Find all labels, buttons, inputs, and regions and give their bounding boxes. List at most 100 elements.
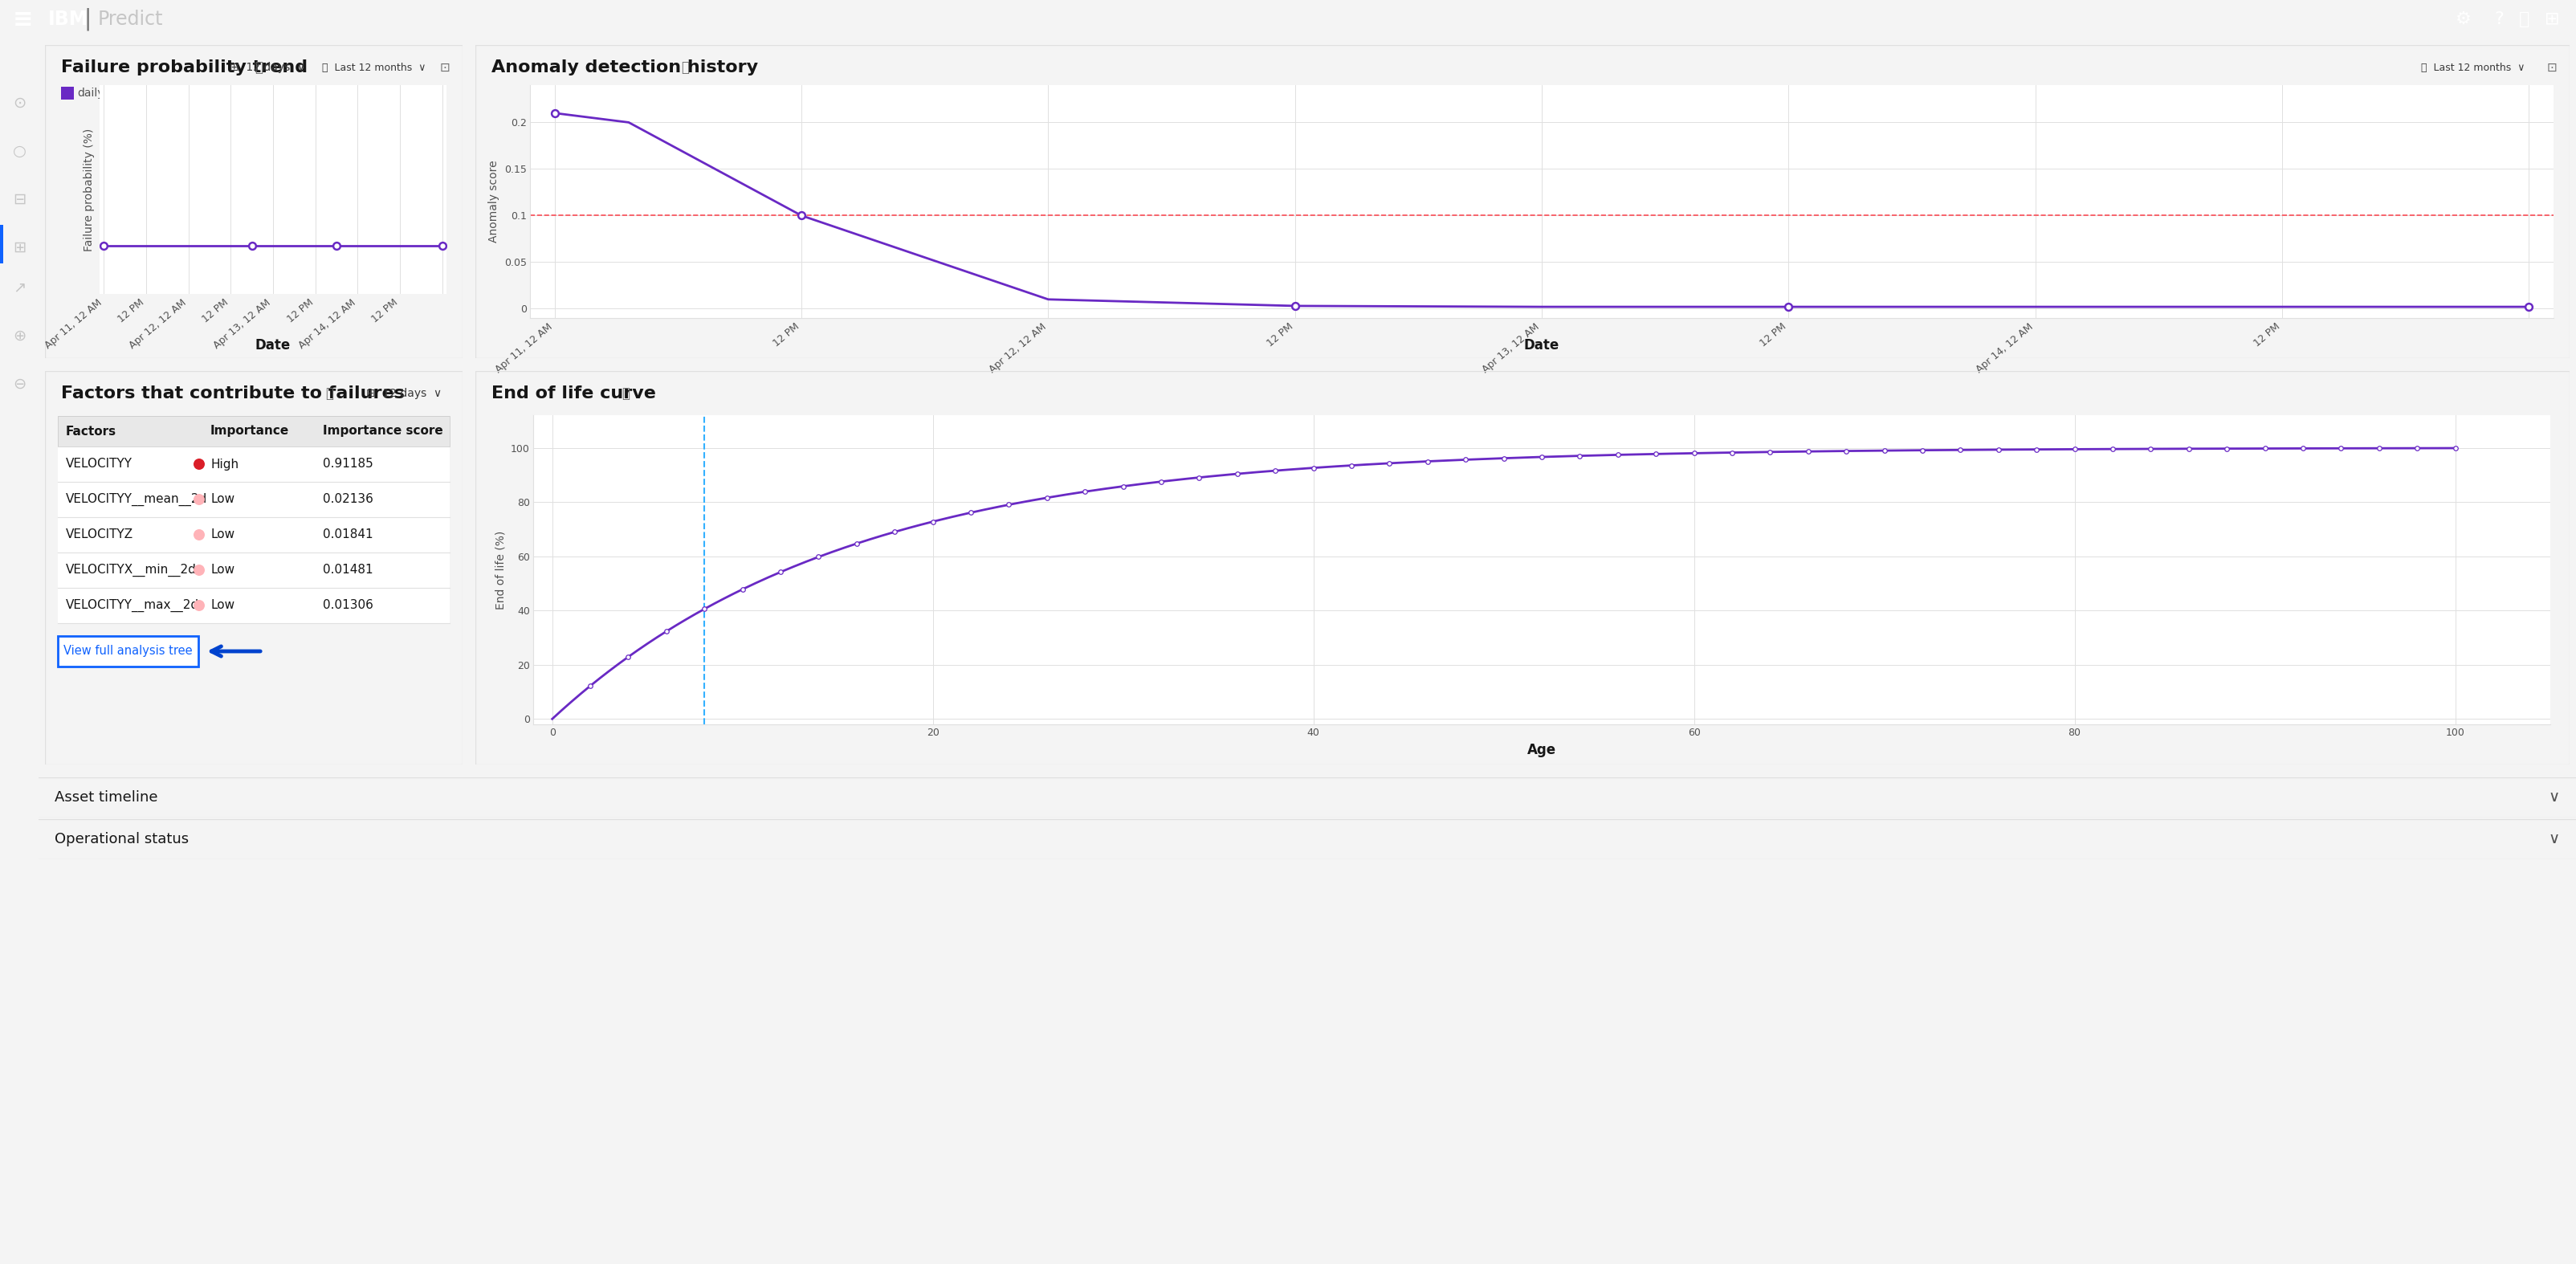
Point: [1406, 451, 1448, 471]
Bar: [57, 482, 451, 517]
Text: ⊞  12 days  ∨: ⊞ 12 days ∨: [229, 62, 304, 73]
Point: [1025, 488, 1066, 508]
Bar: [57, 446, 451, 482]
Point: [1749, 442, 1790, 463]
Point: [951, 503, 992, 523]
Text: Asset timeline: Asset timeline: [54, 790, 157, 805]
Text: ⊞: ⊞: [2545, 11, 2561, 28]
Point: [1255, 460, 1296, 480]
Text: ⊖: ⊖: [13, 377, 26, 392]
Text: ↗: ↗: [13, 279, 26, 295]
Text: ∨: ∨: [2548, 832, 2561, 847]
Point: [2321, 439, 2362, 459]
Point: [317, 235, 358, 255]
Point: [1710, 442, 1752, 463]
Bar: [57, 588, 451, 623]
Point: [1826, 441, 1868, 461]
Point: [1445, 450, 1486, 470]
Point: [1978, 440, 2020, 460]
Bar: [0, 225, 3, 263]
Point: [2205, 439, 2246, 459]
Point: [2092, 439, 2133, 459]
Text: |: |: [85, 8, 93, 30]
Point: [569, 676, 611, 696]
Text: Low: Low: [211, 528, 234, 541]
Point: [721, 579, 762, 599]
Text: VELOCITYX__min__2d: VELOCITYX__min__2d: [67, 564, 196, 576]
Text: 0.02136: 0.02136: [322, 493, 374, 506]
Point: [2434, 439, 2476, 459]
Point: [1674, 444, 1716, 464]
Circle shape: [193, 459, 204, 470]
Point: [2509, 297, 2550, 317]
Text: 0.91185: 0.91185: [322, 458, 374, 470]
Text: 0.01481: 0.01481: [322, 564, 374, 576]
Point: [2396, 439, 2437, 459]
Point: [1522, 447, 1564, 468]
Text: VELOCITYZ: VELOCITYZ: [67, 528, 134, 541]
Point: [1862, 440, 1904, 460]
Text: Date: Date: [1525, 337, 1558, 353]
Point: [1293, 458, 1334, 478]
Circle shape: [193, 494, 204, 506]
Text: daily_failure_probability...: daily_failure_probability...: [77, 87, 219, 99]
Text: ⊞  12 days  ∨: ⊞ 12 days ∨: [366, 388, 440, 399]
Text: 👤: 👤: [2519, 11, 2530, 28]
Text: Predict: Predict: [98, 10, 162, 29]
FancyBboxPatch shape: [57, 636, 198, 666]
Text: ≡: ≡: [13, 8, 33, 30]
Text: High: High: [211, 458, 240, 470]
Text: Low: Low: [211, 564, 234, 576]
Circle shape: [193, 530, 204, 541]
Point: [533, 102, 574, 123]
Bar: [62, 87, 75, 100]
Text: Low: Low: [211, 493, 234, 506]
Circle shape: [193, 600, 204, 611]
Point: [2017, 440, 2058, 460]
Point: [799, 547, 840, 568]
Bar: [57, 517, 451, 552]
Text: ⊙: ⊙: [13, 95, 26, 110]
Text: Importance: Importance: [211, 425, 289, 437]
Point: [837, 533, 878, 554]
Point: [1275, 296, 1316, 316]
Point: [1940, 440, 1981, 460]
Point: [2244, 439, 2285, 459]
Text: Age: Age: [1528, 743, 1556, 757]
Point: [608, 647, 649, 667]
Point: [1141, 471, 1182, 492]
Point: [683, 599, 724, 619]
Text: Factors: Factors: [67, 425, 116, 437]
Text: ○: ○: [13, 143, 26, 158]
Text: ⓘ: ⓘ: [325, 387, 335, 401]
Text: 0.01841: 0.01841: [322, 528, 374, 541]
Point: [1636, 444, 1677, 464]
Text: End of life curve: End of life curve: [492, 386, 657, 402]
Point: [781, 206, 822, 226]
Point: [1332, 455, 1373, 475]
Text: ∨: ∨: [2548, 790, 2561, 805]
Point: [1901, 440, 1942, 460]
Point: [1064, 482, 1105, 502]
Point: [2169, 439, 2210, 459]
Bar: [57, 416, 451, 446]
Point: [1788, 441, 1829, 461]
Text: 0.01306: 0.01306: [322, 599, 374, 612]
Text: ⓘ: ⓘ: [255, 61, 263, 75]
Text: ⓘ: ⓘ: [621, 387, 629, 401]
Point: [2282, 439, 2324, 459]
Point: [1767, 297, 1808, 317]
Point: [989, 494, 1030, 514]
Point: [1484, 449, 1525, 469]
Text: ⓘ: ⓘ: [680, 61, 690, 75]
Y-axis label: Anomaly score: Anomaly score: [489, 161, 500, 243]
Point: [873, 522, 914, 542]
Text: Failure probability trend: Failure probability trend: [62, 59, 307, 76]
Circle shape: [193, 565, 204, 576]
Bar: [57, 416, 451, 446]
Text: ?: ?: [2494, 11, 2504, 28]
Text: VELOCITYY__mean__2d: VELOCITYY__mean__2d: [67, 493, 209, 506]
Point: [1368, 453, 1409, 473]
Point: [82, 235, 124, 255]
Text: ⚙: ⚙: [2455, 11, 2470, 28]
